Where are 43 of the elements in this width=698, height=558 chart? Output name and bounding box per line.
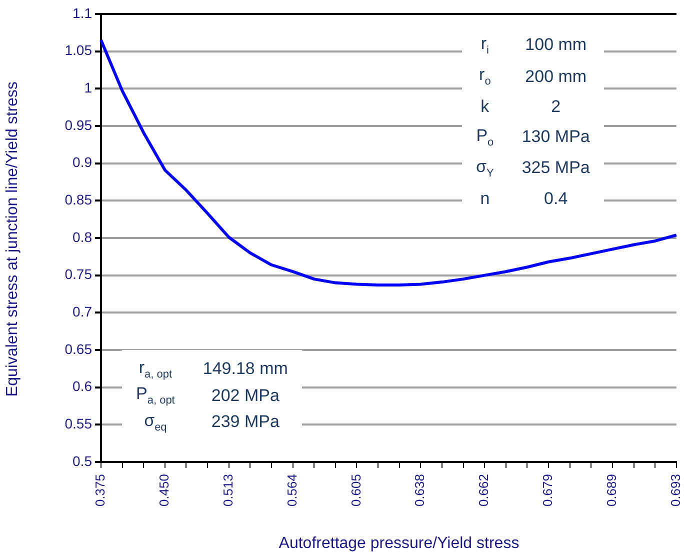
y-tick-label: 0.9 [72,154,92,170]
annotation: 130 MPa [522,126,590,147]
x-tick-label: 0.679 [540,474,556,507]
y-tick-label: 0.95 [64,116,92,133]
annotation: r$_{o}$ [478,65,492,88]
y-tick-label: 0.5 [72,452,92,469]
annotation: 239 MPa [210,412,280,432]
annotation: 200 mm [524,66,588,87]
annotation: 0.4 [543,188,569,209]
x-tick-label: 0.693 [668,474,683,507]
x-tick-label: 0.450 [156,474,172,507]
annotation: 149.18 mm [202,359,288,380]
annotation: σ$_{Y}$ [476,157,494,180]
y-tick-label: 0.6 [72,378,92,394]
y-tick-label: 1 [84,80,92,96]
x-tick-label: 0.513 [220,474,236,507]
y-tick-label: 1.1 [72,4,92,21]
y-tick-label: 0.65 [64,340,92,357]
annotation: P$_{a, opt}$ [136,384,175,407]
y-tick-label: 0.75 [64,266,92,282]
y-tick-label: 1.05 [64,42,92,58]
annotation: P$_{o}$ [476,126,494,148]
x-axis-title: Autofrettage pressure/Yield stress [278,535,520,553]
y-tick-label: 0.85 [64,192,92,208]
x-tick-label: 0.605 [348,474,364,507]
annotation: 325 MPa [522,158,590,178]
annotation: 202 MPa [210,386,280,406]
y-tick-label: 0.7 [72,304,92,320]
x-tick-label: 0.564 [284,474,300,507]
y-tick-label: 0.55 [64,416,92,432]
x-tick-label: 0.662 [476,474,492,507]
x-tick-label: 0.638 [412,474,428,507]
annotation: σ$_{eq}$ [143,410,168,434]
annotation: r$_{a, opt}$ [138,358,174,380]
annotation: r$_{i}$ [480,34,490,56]
annotation: 100 mm [524,35,588,56]
annotation: 2 [550,96,562,117]
y-axis-title: Equivalent stress at junction line/Yield stress [4,80,22,399]
x-tick-label: 0.689 [604,474,620,507]
y-tick-label: 0.8 [72,228,92,245]
x-tick-label: 0.375 [92,474,108,507]
annotation: n [479,188,491,209]
annotation: k [480,96,490,117]
